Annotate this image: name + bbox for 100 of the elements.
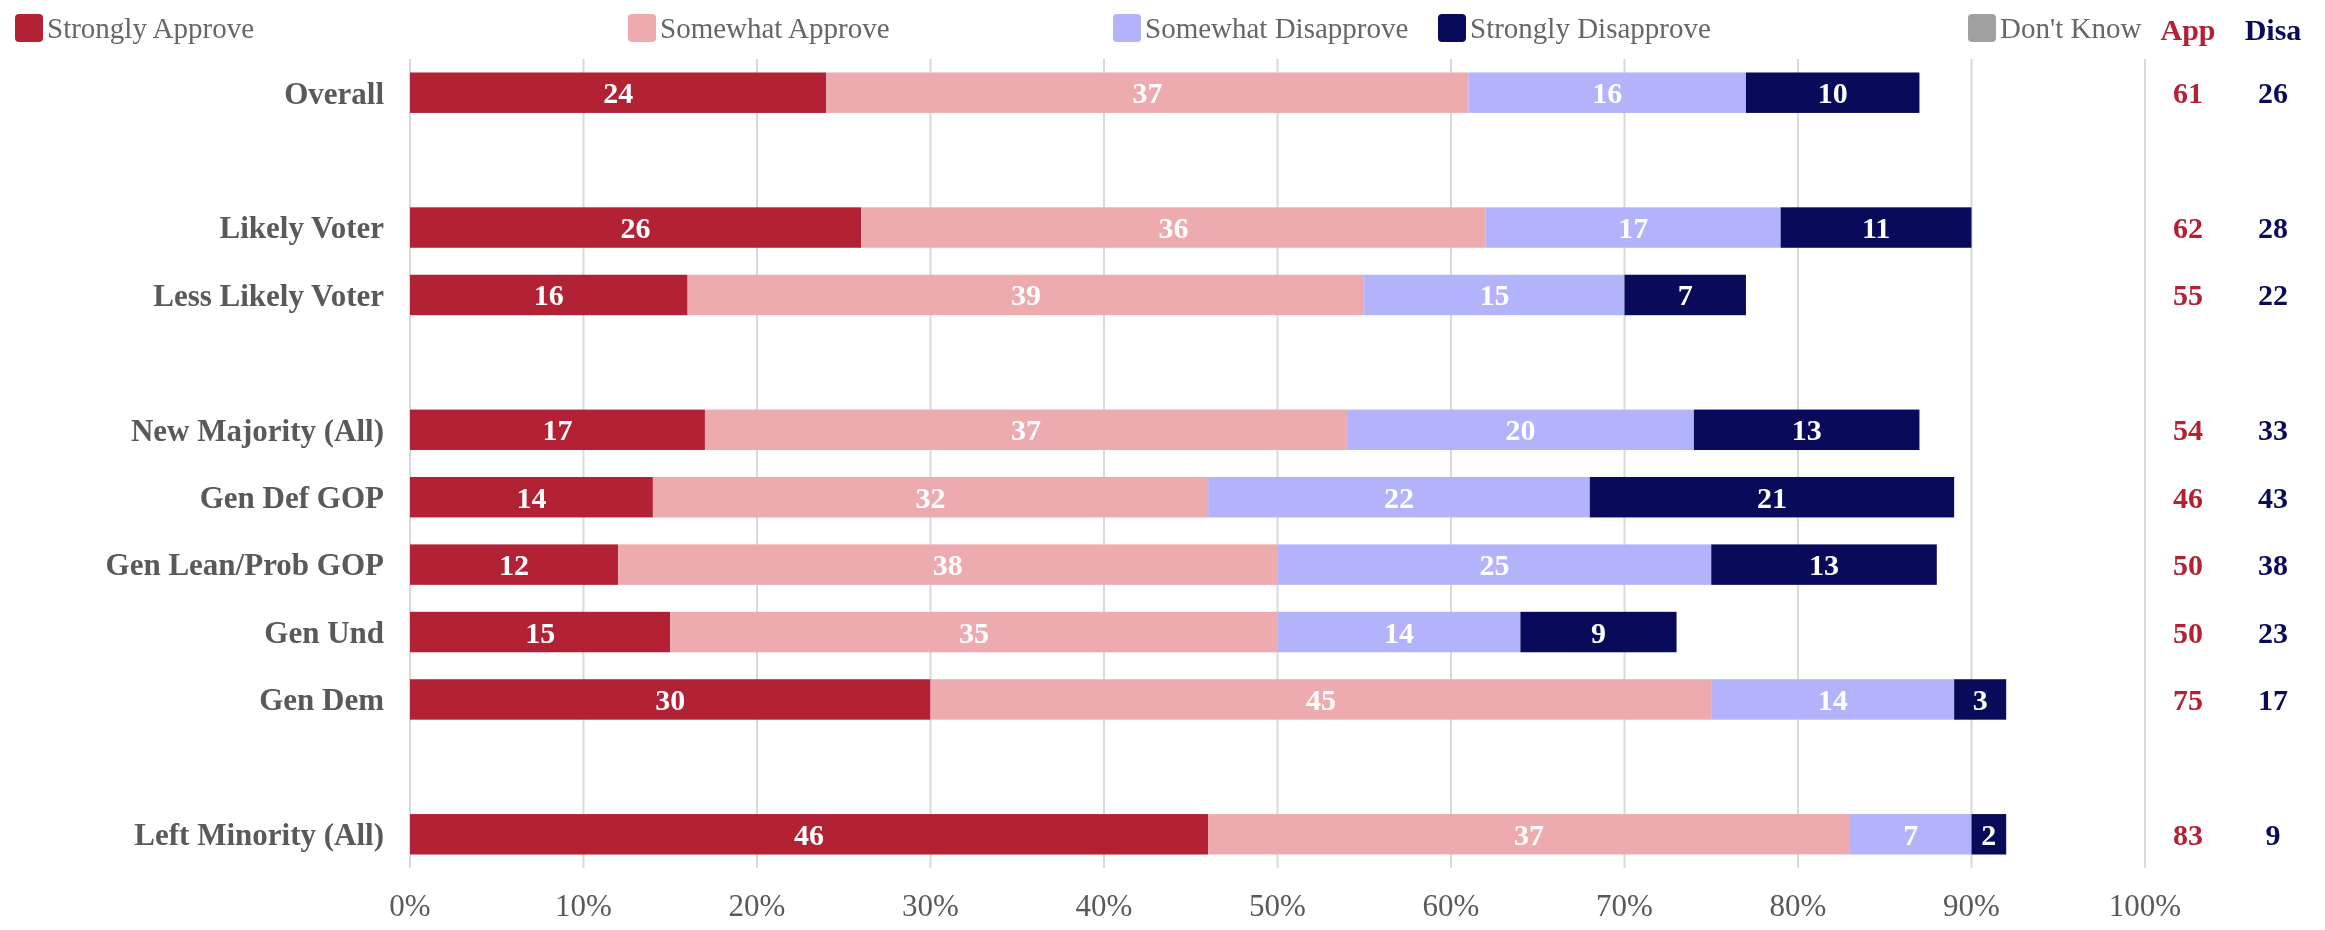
bar — [410, 814, 1209, 855]
text: 43 — [2258, 480, 2288, 514]
bar — [1711, 679, 1955, 720]
legend-label: Don't Know — [2000, 12, 2142, 45]
bar — [410, 679, 931, 720]
data-label: 15 — [1479, 278, 1510, 312]
data-label: 45 — [1305, 682, 1336, 716]
data-label: 10 — [1817, 76, 1848, 110]
data-label: 36 — [1158, 211, 1189, 245]
bar — [1208, 814, 1851, 855]
text: 28 — [2258, 211, 2288, 245]
bar — [861, 207, 1486, 248]
x-tick-label: 20% — [728, 888, 786, 923]
data-label: 32 — [915, 480, 946, 514]
data-label: 7 — [1903, 817, 1919, 851]
text: 38 — [2258, 548, 2288, 582]
x-tick-label: 60% — [1422, 888, 1480, 923]
bar — [826, 72, 1469, 113]
text: 61 — [2173, 76, 2203, 110]
x-tick-label: 40% — [1075, 888, 1133, 923]
text: 26 — [2258, 76, 2288, 110]
bar — [1364, 274, 1625, 316]
text: 22 — [2258, 278, 2288, 312]
data-label: 30 — [655, 682, 686, 716]
text: 17 — [2258, 682, 2288, 716]
text: 75 — [2173, 682, 2203, 716]
x-tick-label: 30% — [902, 888, 959, 923]
y-tick-label: Gen Lean/Prob GOP — [105, 547, 385, 583]
text: 83 — [2173, 817, 2203, 851]
legend-label: Strongly Disapprove — [1470, 12, 1711, 45]
data-label: 17 — [1618, 211, 1649, 245]
x-tick-label: 10% — [555, 888, 612, 923]
data-label: 25 — [1479, 548, 1510, 582]
data-label: 14 — [516, 480, 547, 514]
data-label: 14 — [1817, 682, 1848, 716]
data-label: 37 — [1132, 76, 1163, 110]
data-label: 9 — [1590, 615, 1606, 649]
bar — [1850, 814, 1972, 855]
x-tick-label: 50% — [1249, 888, 1306, 923]
text: 50 — [2173, 548, 2203, 582]
data-label: 16 — [1592, 76, 1623, 110]
data-label: 38 — [932, 548, 963, 582]
data-label: 3 — [1972, 682, 1988, 716]
bar — [670, 611, 1278, 653]
bar — [1520, 611, 1677, 653]
data-label: 17 — [542, 413, 573, 447]
x-tick-label: 90% — [1943, 888, 2000, 923]
data-label: 24 — [603, 76, 634, 110]
bar — [410, 207, 862, 248]
data-label: 12 — [499, 548, 530, 582]
text: 54 — [2173, 413, 2203, 447]
data-label: 46 — [794, 817, 825, 851]
bar — [1208, 476, 1590, 518]
bar — [1693, 409, 1920, 451]
data-label: 11 — [1861, 211, 1891, 245]
bar — [1485, 207, 1781, 248]
bar — [410, 611, 671, 653]
bar — [1589, 476, 1955, 518]
data-label: 15 — [525, 615, 556, 649]
y-tick-label: Gen Def GOP — [199, 480, 385, 516]
data-label: 2 — [1981, 817, 1997, 851]
bar — [1346, 409, 1694, 451]
data-label: 20 — [1505, 413, 1536, 447]
data-label: 35 — [958, 615, 989, 649]
data-label: 13 — [1809, 548, 1840, 582]
bar — [1468, 72, 1746, 113]
bar — [1277, 611, 1521, 653]
text: 46 — [2173, 480, 2203, 514]
x-tick-label: 0% — [389, 888, 431, 923]
text: 9 — [2265, 817, 2281, 851]
bar — [1780, 207, 1972, 248]
text: 55 — [2173, 278, 2203, 312]
bar — [687, 274, 1365, 316]
legend-label: Somewhat Approve — [660, 12, 890, 45]
data-label: 14 — [1383, 615, 1414, 649]
x-tick-label: 100% — [2108, 888, 2182, 923]
legend-label: Somewhat Disapprove — [1145, 12, 1409, 45]
data-label: 39 — [1010, 278, 1041, 312]
data-label: 21 — [1756, 480, 1787, 514]
text: 62 — [2173, 211, 2203, 245]
y-tick-label: Gen Dem — [259, 682, 385, 718]
data-label: 22 — [1383, 480, 1414, 514]
bar — [704, 409, 1347, 451]
bar — [410, 274, 688, 316]
data-label: 16 — [533, 278, 564, 312]
bar — [1745, 72, 1920, 113]
data-label: 26 — [620, 211, 651, 245]
bar — [410, 409, 705, 451]
y-tick-label: Overall — [284, 75, 385, 111]
y-tick-label: Less Likely Voter — [153, 277, 385, 313]
text: 33 — [2258, 413, 2288, 447]
y-tick-label: Left Minority (All) — [134, 817, 384, 853]
text: 23 — [2258, 615, 2288, 649]
y-tick-label: Gen Und — [264, 614, 384, 650]
bar — [410, 72, 827, 113]
bar — [930, 679, 1712, 720]
bar — [410, 544, 619, 585]
bar — [1277, 544, 1712, 585]
y-tick-label: New Majority (All) — [130, 412, 384, 448]
bar — [1711, 544, 1937, 585]
